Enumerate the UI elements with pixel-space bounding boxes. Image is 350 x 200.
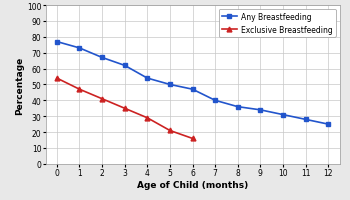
Exclusive Breastfeeding (122, 108, 127, 110)
Any Breastfeeding (281, 114, 285, 116)
Any Breastfeeding (145, 77, 149, 80)
Exclusive Breastfeeding (190, 138, 195, 140)
Any Breastfeeding (77, 47, 82, 50)
Exclusive Breastfeeding (100, 98, 104, 100)
Any Breastfeeding (236, 106, 240, 108)
Any Breastfeeding (122, 65, 127, 67)
X-axis label: Age of Child (months): Age of Child (months) (137, 180, 248, 189)
Legend: Any Breastfeeding, Exclusive Breastfeeding: Any Breastfeeding, Exclusive Breastfeedi… (219, 10, 336, 38)
Exclusive Breastfeeding (55, 77, 59, 80)
Any Breastfeeding (168, 84, 172, 86)
Line: Any Breastfeeding: Any Breastfeeding (55, 40, 330, 127)
Any Breastfeeding (100, 57, 104, 59)
Any Breastfeeding (326, 123, 330, 126)
Y-axis label: Percentage: Percentage (15, 56, 24, 114)
Any Breastfeeding (55, 41, 59, 44)
Any Breastfeeding (190, 89, 195, 91)
Line: Exclusive Breastfeeding: Exclusive Breastfeeding (54, 76, 195, 141)
Any Breastfeeding (258, 109, 262, 111)
Any Breastfeeding (303, 119, 308, 121)
Exclusive Breastfeeding (145, 117, 149, 119)
Exclusive Breastfeeding (77, 89, 82, 91)
Any Breastfeeding (213, 100, 217, 102)
Exclusive Breastfeeding (168, 130, 172, 132)
